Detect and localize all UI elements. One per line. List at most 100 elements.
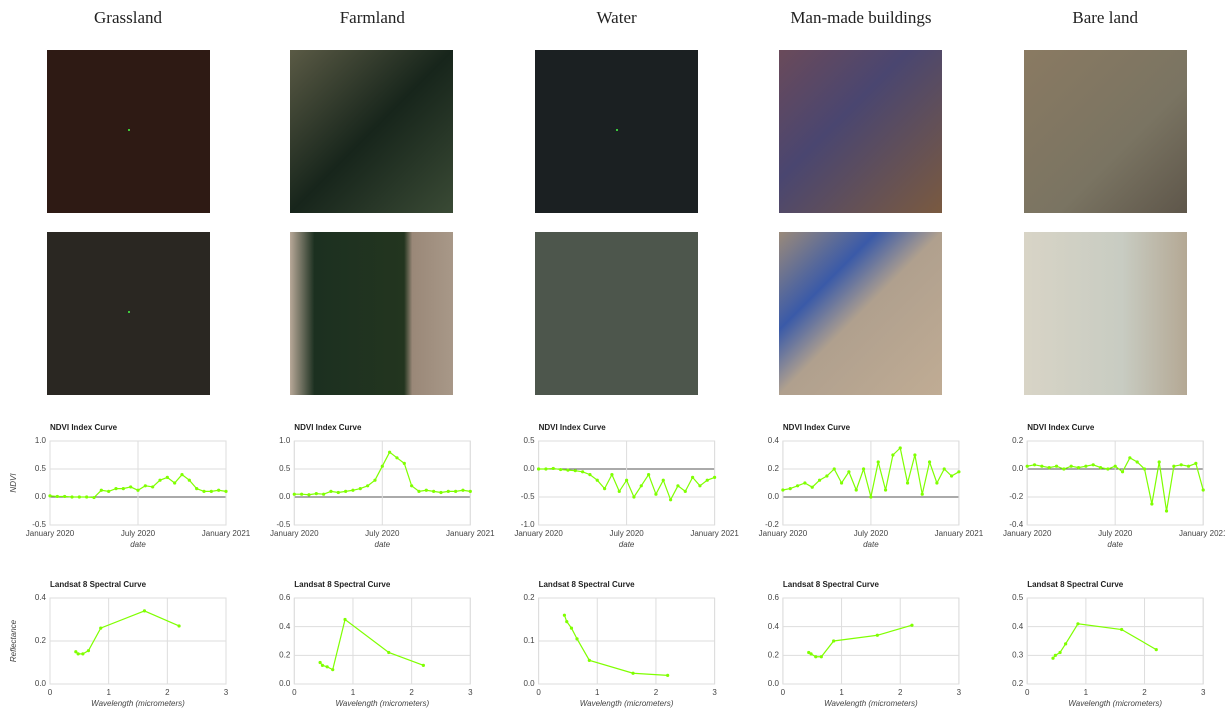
data-point xyxy=(588,473,591,476)
center-dot xyxy=(128,129,130,131)
panel-title: Man-made buildings xyxy=(790,8,931,27)
data-point xyxy=(662,479,665,482)
data-point xyxy=(114,487,117,490)
data-point xyxy=(647,473,650,476)
x-tick-label: 0 xyxy=(536,688,541,697)
y-axis-label: NDVI xyxy=(9,473,18,493)
chart-title: Landsat 8 Spectral Curve xyxy=(539,580,636,589)
data-point xyxy=(610,473,613,476)
data-point xyxy=(300,493,303,496)
x-tick-label: 0 xyxy=(48,688,53,697)
x-tick-label: 1 xyxy=(595,688,600,697)
y-tick-label: 0.4 xyxy=(279,622,291,631)
center-dot xyxy=(128,311,130,313)
chart-title: NDVI Index Curve xyxy=(50,423,118,432)
x-tick-label: January 2020 xyxy=(759,529,808,538)
y-tick-label: -0.2 xyxy=(765,520,779,529)
panel-title: Water xyxy=(597,8,637,27)
satellite-image xyxy=(1024,232,1187,395)
x-axis-label: Wavelength (micrometers) xyxy=(580,699,674,708)
x-tick-label: 1 xyxy=(839,688,844,697)
x-axis-label: date xyxy=(1107,540,1123,549)
x-tick-label: 2 xyxy=(165,688,170,697)
data-point xyxy=(618,490,621,493)
data-point xyxy=(63,495,66,498)
data-point xyxy=(70,495,73,498)
data-point xyxy=(351,489,354,492)
data-point xyxy=(640,484,643,487)
data-point xyxy=(447,490,450,493)
data-point xyxy=(387,651,390,654)
x-tick-label: 0 xyxy=(781,688,786,697)
data-point xyxy=(329,490,332,493)
data-point xyxy=(811,486,814,489)
data-point xyxy=(1194,462,1197,465)
data-point xyxy=(321,664,324,667)
data-point xyxy=(1114,465,1117,468)
panel-title: Grassland xyxy=(94,8,162,27)
data-point xyxy=(1099,466,1102,469)
data-point xyxy=(210,490,213,493)
x-tick-label: 3 xyxy=(468,688,473,697)
data-point xyxy=(706,479,709,482)
y-tick-label: 0.0 xyxy=(1012,464,1024,473)
y-tick-label: 0.5 xyxy=(1012,593,1024,602)
data-point xyxy=(432,490,435,493)
data-point xyxy=(188,479,191,482)
x-tick-label: January 2020 xyxy=(26,529,75,538)
data-point xyxy=(814,655,817,658)
data-point xyxy=(921,493,924,496)
x-axis-label: date xyxy=(863,540,879,549)
data-point xyxy=(1187,465,1190,468)
y-tick-label: -0.5 xyxy=(32,520,46,529)
x-tick-label: January 2021 xyxy=(1179,529,1225,538)
data-point xyxy=(1106,467,1109,470)
data-point xyxy=(666,674,669,677)
data-point xyxy=(151,485,154,488)
data-point xyxy=(319,661,322,664)
y-tick-label: 0.5 xyxy=(279,464,291,473)
plot-area xyxy=(294,598,470,684)
data-point xyxy=(928,460,931,463)
y-tick-label: 0.2 xyxy=(279,650,291,659)
data-point xyxy=(632,495,635,498)
data-point xyxy=(343,618,346,621)
data-point xyxy=(1076,622,1079,625)
data-point xyxy=(469,490,472,493)
data-point xyxy=(74,650,77,653)
data-point xyxy=(818,479,821,482)
data-point xyxy=(373,479,376,482)
data-point xyxy=(417,490,420,493)
data-point xyxy=(832,639,835,642)
data-point xyxy=(570,627,573,630)
x-tick-label: 3 xyxy=(712,688,717,697)
y-tick-label: -0.5 xyxy=(277,520,291,529)
data-point xyxy=(177,624,180,627)
data-point xyxy=(803,481,806,484)
data-point xyxy=(862,467,865,470)
data-point xyxy=(439,491,442,494)
data-point xyxy=(588,659,591,662)
x-tick-label: July 2020 xyxy=(1098,529,1133,538)
data-point xyxy=(403,462,406,465)
x-tick-label: July 2020 xyxy=(121,529,156,538)
y-tick-label: 0.0 xyxy=(279,492,291,501)
data-point xyxy=(173,481,176,484)
y-tick-label: 0.6 xyxy=(279,593,291,602)
data-point xyxy=(789,487,792,490)
data-point xyxy=(1165,509,1168,512)
center-dot xyxy=(616,129,618,131)
data-point xyxy=(395,456,398,459)
x-tick-label: January 2020 xyxy=(270,529,319,538)
y-tick-label: 0.2 xyxy=(768,650,780,659)
data-point xyxy=(654,493,657,496)
data-point xyxy=(884,488,887,491)
data-point xyxy=(544,467,547,470)
x-axis-label: Wavelength (micrometers) xyxy=(824,699,918,708)
data-point xyxy=(87,649,90,652)
x-tick-label: 0 xyxy=(1025,688,1030,697)
data-point xyxy=(825,474,828,477)
